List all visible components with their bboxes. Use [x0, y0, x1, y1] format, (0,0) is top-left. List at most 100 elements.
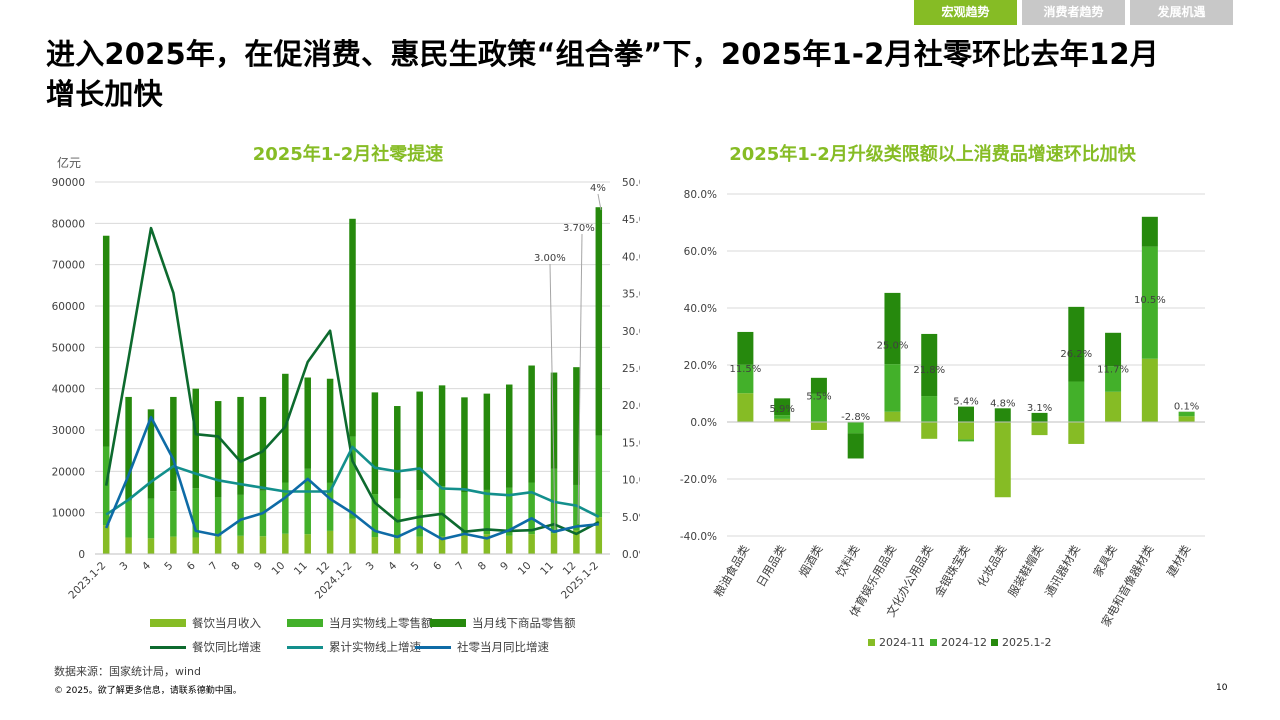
right-chart-data-labels: 11.5% 5.9% 5.5% -2.8% 25.0% 21.8% 5.4% 4.8% 3.1%…	[729, 295, 1199, 423]
bar-segment	[214, 401, 222, 498]
data-label: 5.5%	[806, 391, 831, 402]
bar-segment	[884, 364, 901, 412]
x-tick-label: 8	[229, 560, 242, 573]
bar-segment	[1105, 366, 1122, 392]
bar-segment	[737, 364, 754, 394]
legend-label: 餐饮同比增速	[192, 640, 261, 654]
left-chart-title: 2025年1-2月社零提速	[252, 144, 444, 165]
legend-label: 2025.1-2	[1002, 636, 1052, 649]
x-tick-label: 11	[292, 560, 310, 578]
y-tick-label: 10000	[52, 508, 85, 520]
bar-segment	[847, 433, 864, 459]
data-label: 11.5%	[729, 364, 761, 375]
bar-segment	[505, 487, 513, 536]
bar-segment	[394, 406, 401, 499]
bar-segment	[192, 388, 200, 489]
y-tick-label: 20000	[52, 466, 85, 478]
y-tick-label: -20.0%	[680, 474, 717, 486]
bar-segment	[170, 491, 177, 537]
bar-segment	[438, 385, 446, 487]
legend-swatch	[150, 619, 186, 627]
annotation-2025: 4%	[590, 183, 606, 194]
legend-item-online-cumulative: 累计实物线上增速	[287, 639, 421, 655]
bar-segment	[1031, 422, 1048, 436]
legend-label: 2024-11	[879, 636, 925, 649]
y-tick-label: 0.0%	[690, 417, 717, 429]
bar-segment	[326, 378, 334, 483]
left-chart-y2-axis: 0.0% 5.0% 10.0% 15.0% 20.0% 25.0% 30.0% 35.0% 40…	[622, 177, 640, 561]
bar-segment	[884, 411, 901, 422]
bar-segment	[125, 537, 132, 554]
bar-segment	[528, 365, 535, 483]
x-tick-label: 建材类	[1164, 542, 1194, 579]
bar-segment	[214, 497, 222, 537]
y-tick-label: 60.0%	[684, 246, 717, 258]
y-tick-label: 20.0%	[684, 360, 717, 372]
bar-segment	[438, 486, 446, 537]
left-chart-annotations: 3.00% 3.70% 4%	[534, 183, 606, 531]
bar-segment	[349, 218, 356, 437]
tab-macro-trend[interactable]: 宏观趋势	[914, 0, 1017, 25]
bar-segment	[483, 534, 491, 554]
y2-tick-label: 30.0%	[622, 326, 640, 338]
bar-segment	[102, 446, 110, 526]
legend-label: 2024-12	[941, 636, 987, 649]
y-tick-label: 0	[78, 549, 85, 561]
data-label: 5.4%	[953, 397, 978, 408]
legend-swatch	[287, 645, 323, 649]
legend-label: 社零当月同比增速	[457, 640, 549, 654]
tab-opportunities[interactable]: 发展机遇	[1130, 0, 1233, 25]
bar-segment	[958, 422, 974, 440]
bar-segment	[737, 331, 754, 365]
right-chart: -40.0% -20.0% 0.0% 20.0% 40.0% 60.0% 80.0% 11.…	[680, 189, 1205, 629]
page-title: 进入2025年，在促消费、惠民生政策“组合拳”下，2025年1-2月社零环比去年…	[46, 34, 1226, 114]
bar-segment	[550, 533, 558, 554]
y-tick-label: 60000	[52, 301, 85, 313]
data-label: 3.1%	[1027, 403, 1052, 414]
series-line	[104, 226, 600, 536]
data-label: 0.1%	[1174, 402, 1199, 413]
bar-segment	[461, 397, 468, 492]
x-tick-label: 10	[516, 560, 534, 578]
page-number: 10	[1216, 683, 1228, 693]
bar-segment	[737, 393, 754, 422]
bar-segment	[326, 482, 334, 531]
bar-segment	[774, 418, 791, 422]
left-chart: 亿元 0 10000 20000 30000 40000 50000 60000 70000 8…	[52, 155, 640, 602]
y2-tick-label: 35.0%	[622, 289, 640, 301]
bar-segment	[958, 406, 974, 422]
bar-segment	[921, 396, 938, 422]
y-tick-label: 80000	[52, 218, 85, 230]
bar-segment	[461, 492, 468, 535]
legend-swatch	[991, 639, 998, 646]
bar-segment	[125, 396, 132, 501]
legend-swatch	[415, 645, 451, 649]
legend-item-catering-revenue: 餐饮当月收入	[150, 615, 261, 631]
bar-segment	[958, 439, 974, 442]
bar-segment	[1068, 381, 1085, 422]
y-tick-label: 40000	[52, 384, 85, 396]
left-chart-lines	[104, 226, 600, 541]
bar-segment	[192, 537, 200, 554]
bar-segment	[505, 535, 513, 554]
bar-segment	[573, 530, 580, 554]
bar-segment	[1141, 216, 1158, 247]
x-tick-label: 烟酒类	[796, 542, 826, 579]
page-title-line2: 增长加快	[46, 77, 163, 111]
tab-consumer-trend[interactable]: 消费者趋势	[1022, 0, 1125, 25]
left-chart-ylabel: 亿元	[57, 155, 81, 170]
bar-segment	[304, 534, 311, 554]
bar-segment	[237, 396, 244, 495]
bar-segment	[371, 392, 379, 495]
y2-tick-label: 45.0%	[622, 214, 640, 226]
bar-segment	[994, 422, 1011, 498]
legend-item-catering-yoy: 餐饮同比增速	[150, 639, 261, 655]
legend-swatch	[930, 639, 937, 646]
legend-item-2024-11: 2024-11	[868, 636, 925, 649]
bar-segment	[595, 435, 603, 518]
y-tick-label: -40.0%	[680, 531, 717, 543]
legend-swatch	[287, 619, 323, 627]
annotation-leader-2025	[597, 193, 602, 211]
bar-segment	[505, 384, 513, 488]
